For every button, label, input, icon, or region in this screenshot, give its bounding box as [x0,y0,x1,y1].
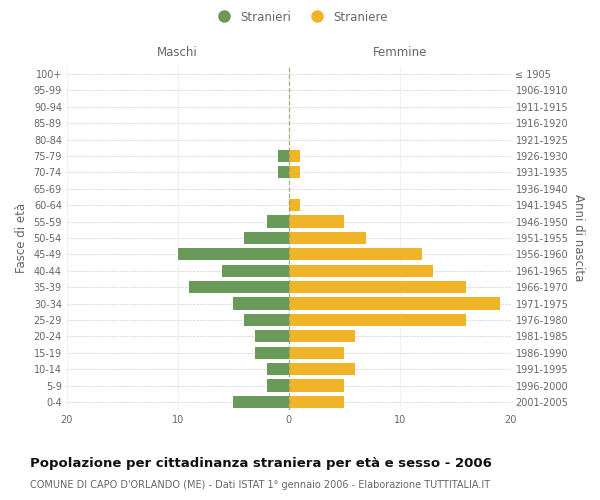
Bar [289,330,355,342]
Y-axis label: Anni di nascita: Anni di nascita [572,194,585,282]
Bar [244,232,289,244]
Text: Popolazione per cittadinanza straniera per età e sesso - 2006: Popolazione per cittadinanza straniera p… [30,458,492,470]
Bar [289,150,300,162]
Bar [256,346,289,359]
Y-axis label: Fasce di età: Fasce di età [15,203,28,273]
Bar [289,281,466,293]
Bar [189,281,289,293]
Bar [289,199,300,211]
Bar [278,166,289,178]
Text: Femmine: Femmine [373,46,427,59]
Bar [266,380,289,392]
Bar [233,396,289,408]
Bar [289,346,344,359]
Bar [289,363,355,376]
Bar [266,216,289,228]
Bar [233,298,289,310]
Bar [256,330,289,342]
Bar [178,248,289,260]
Legend: Stranieri, Straniere: Stranieri, Straniere [207,6,393,28]
Bar [289,298,500,310]
Bar [289,314,466,326]
Bar [289,166,300,178]
Bar [289,380,344,392]
Text: Maschi: Maschi [157,46,198,59]
Bar [222,264,289,277]
Bar [289,232,367,244]
Bar [289,248,422,260]
Text: COMUNE DI CAPO D'ORLANDO (ME) - Dati ISTAT 1° gennaio 2006 - Elaborazione TUTTIT: COMUNE DI CAPO D'ORLANDO (ME) - Dati IST… [30,480,490,490]
Bar [289,216,344,228]
Bar [289,264,433,277]
Bar [289,396,344,408]
Bar [266,363,289,376]
Bar [278,150,289,162]
Bar [244,314,289,326]
